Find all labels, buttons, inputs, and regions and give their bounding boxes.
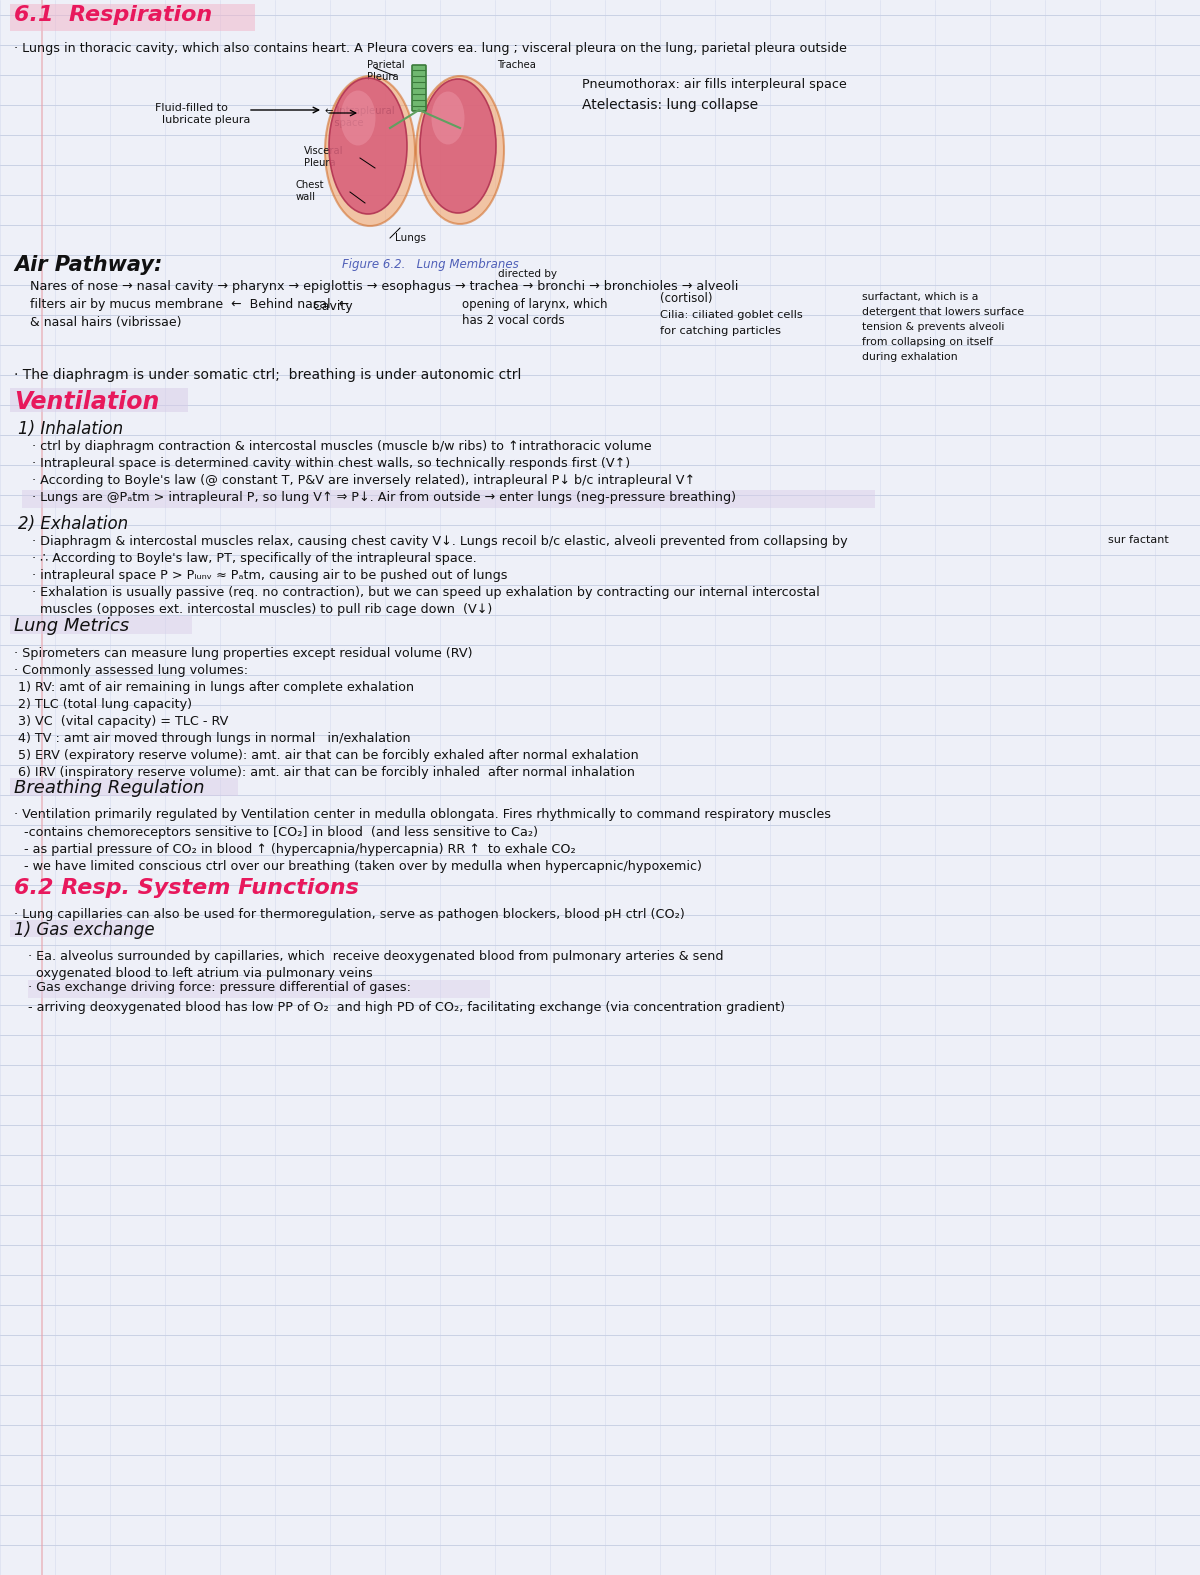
Text: 2) TLC (total lung capacity): 2) TLC (total lung capacity)	[18, 698, 192, 710]
Text: muscles (opposes ext. intercostal muscles) to pull rib cage down  (V↓): muscles (opposes ext. intercostal muscle…	[32, 603, 492, 616]
Text: 3) VC  (vital capacity) = TLC - RV: 3) VC (vital capacity) = TLC - RV	[18, 715, 228, 728]
Bar	[28, 980, 490, 999]
Bar	[10, 5, 256, 32]
Bar	[10, 387, 188, 413]
Text: - we have limited conscious ctrl over our breathing (taken over by medulla when : - we have limited conscious ctrl over ou…	[24, 860, 702, 873]
Text: detergent that lowers surface: detergent that lowers surface	[862, 307, 1024, 317]
Bar	[10, 778, 238, 795]
Text: Figure 6.2.   Lung Membranes: Figure 6.2. Lung Membranes	[342, 258, 518, 271]
Bar	[10, 616, 192, 635]
Text: for catching particles: for catching particles	[660, 326, 781, 335]
Bar	[22, 490, 875, 509]
Text: 1) Gas exchange: 1) Gas exchange	[14, 921, 155, 939]
Text: - as partial pressure of CO₂ in blood ↑ (hypercapnia/hypercapnia) RR ↑  to exhal: - as partial pressure of CO₂ in blood ↑ …	[24, 843, 576, 855]
Text: 6) IRV (inspiratory reserve volume): amt. air that can be forcibly inhaled  afte: 6) IRV (inspiratory reserve volume): amt…	[18, 765, 635, 780]
Text: ← Intrapleural
   space: ← Intrapleural space	[325, 106, 395, 128]
Ellipse shape	[325, 76, 415, 225]
Text: · Gas exchange driving force: pressure differential of gases:: · Gas exchange driving force: pressure d…	[28, 981, 410, 994]
Text: sur factant: sur factant	[1108, 536, 1169, 545]
Text: 1) Inhalation: 1) Inhalation	[18, 421, 124, 438]
Text: Nares of nose → nasal cavity → pharynx → epiglottis → esophagus → trachea → bron: Nares of nose → nasal cavity → pharynx →…	[30, 280, 738, 293]
Text: Lungs: Lungs	[395, 233, 426, 243]
Text: directed by: directed by	[498, 269, 557, 279]
Text: · ctrl by diaphragm contraction & intercostal muscles (muscle b/w ribs) to ↑intr: · ctrl by diaphragm contraction & interc…	[32, 439, 652, 454]
Text: 6.2 Resp. System Functions: 6.2 Resp. System Functions	[14, 877, 359, 898]
Text: Parietal
Pleura: Parietal Pleura	[367, 60, 404, 82]
Text: 2) Exhalation: 2) Exhalation	[18, 515, 128, 532]
Text: Cavity: Cavity	[305, 299, 353, 313]
Ellipse shape	[329, 79, 407, 214]
Text: Pneumothorax: air fills interpleural space: Pneumothorax: air fills interpleural spa…	[582, 79, 847, 91]
Text: · According to Boyle's law (@ constant T, P&V are inversely related), intrapleur: · According to Boyle's law (@ constant T…	[32, 474, 695, 487]
Ellipse shape	[432, 91, 464, 145]
Text: 5) ERV (expiratory reserve volume): amt. air that can be forcibly exhaled after : 5) ERV (expiratory reserve volume): amt.…	[18, 750, 638, 762]
Text: Breathing Regulation: Breathing Regulation	[14, 780, 204, 797]
Text: Cilia: ciliated goblet cells: Cilia: ciliated goblet cells	[660, 310, 803, 320]
Text: Chest
wall: Chest wall	[296, 180, 324, 202]
Text: · Intrapleural space is determined cavity within chest walls, so technically res: · Intrapleural space is determined cavit…	[32, 457, 630, 469]
Text: from collapsing on itself: from collapsing on itself	[862, 337, 994, 346]
Text: · Spirometers can measure lung properties except residual volume (RV): · Spirometers can measure lung propertie…	[14, 647, 473, 660]
Text: · Exhalation is usually passive (req. no contraction), but we can speed up exhal: · Exhalation is usually passive (req. no…	[32, 586, 820, 598]
FancyBboxPatch shape	[412, 65, 426, 110]
Text: Visceral
Pleura: Visceral Pleura	[304, 146, 343, 167]
Text: opening of larynx, which: opening of larynx, which	[462, 298, 607, 310]
Text: & nasal hairs (vibrissae): & nasal hairs (vibrissae)	[30, 317, 181, 329]
Text: Atelectasis: lung collapse: Atelectasis: lung collapse	[582, 98, 758, 112]
Text: · ∴ According to Boyle's law, PT, specifically of the intrapleural space.: · ∴ According to Boyle's law, PT, specif…	[32, 551, 476, 565]
Text: -contains chemoreceptors sensitive to [CO₂] in blood  (and less sensitive to Ca₂: -contains chemoreceptors sensitive to [C…	[24, 825, 538, 839]
Ellipse shape	[416, 76, 504, 224]
Text: · Ea. alveolus surrounded by capillaries, which  receive deoxygenated blood from: · Ea. alveolus surrounded by capillaries…	[28, 950, 724, 962]
Text: Fluid-filled to
  lubricate pleura: Fluid-filled to lubricate pleura	[155, 102, 251, 124]
Ellipse shape	[420, 79, 496, 213]
Text: · Ventilation primarily regulated by Ventilation center in medulla oblongata. Fi: · Ventilation primarily regulated by Ven…	[14, 808, 830, 821]
Text: Trachea: Trachea	[497, 60, 536, 69]
Text: Ventilation: Ventilation	[14, 391, 160, 414]
Bar	[10, 920, 148, 937]
Text: 1) RV: amt of air remaining in lungs after complete exhalation: 1) RV: amt of air remaining in lungs aft…	[18, 680, 414, 695]
Text: surfactant, which is a: surfactant, which is a	[862, 291, 978, 302]
Text: (cortisol): (cortisol)	[660, 291, 713, 306]
Text: · Lungs are @Pₐtm > intrapleural P, so lung V↑ ⇒ P↓. Air from outside → enter lu: · Lungs are @Pₐtm > intrapleural P, so l…	[32, 491, 736, 504]
Text: during exhalation: during exhalation	[862, 351, 958, 362]
Text: oxygenated blood to left atrium via pulmonary veins: oxygenated blood to left atrium via pulm…	[28, 967, 373, 980]
Text: 6.1  Respiration: 6.1 Respiration	[14, 5, 212, 25]
Text: Lung Metrics: Lung Metrics	[14, 617, 130, 635]
Ellipse shape	[341, 90, 376, 145]
Text: · intrapleural space P > Pₗᵤₙᵥ ≈ Pₐtm, causing air to be pushed out of lungs: · intrapleural space P > Pₗᵤₙᵥ ≈ Pₐtm, c…	[32, 569, 508, 583]
Text: · The diaphragm is under somatic ctrl;  breathing is under autonomic ctrl: · The diaphragm is under somatic ctrl; b…	[14, 369, 521, 383]
Text: · Commonly assessed lung volumes:: · Commonly assessed lung volumes:	[14, 665, 248, 677]
Text: Air Pathway:: Air Pathway:	[14, 255, 162, 276]
Text: filters air by mucus membrane  ←  Behind nasal  ←: filters air by mucus membrane ← Behind n…	[30, 298, 349, 310]
Text: · Diaphragm & intercostal muscles relax, causing chest cavity V↓. Lungs recoil b: · Diaphragm & intercostal muscles relax,…	[32, 536, 847, 548]
Text: tension & prevents alveoli: tension & prevents alveoli	[862, 321, 1004, 332]
Text: · Lungs in thoracic cavity, which also contains heart. A Pleura covers ea. lung : · Lungs in thoracic cavity, which also c…	[14, 43, 847, 55]
Text: - arriving deoxygenated blood has low PP of O₂  and high PD of CO₂, facilitating: - arriving deoxygenated blood has low PP…	[28, 1002, 785, 1014]
Text: · Lung capillaries can also be used for thermoregulation, serve as pathogen bloc: · Lung capillaries can also be used for …	[14, 909, 685, 921]
Text: has 2 vocal cords: has 2 vocal cords	[462, 313, 565, 328]
Text: 4) TV : amt air moved through lungs in normal   in/exhalation: 4) TV : amt air moved through lungs in n…	[18, 732, 410, 745]
